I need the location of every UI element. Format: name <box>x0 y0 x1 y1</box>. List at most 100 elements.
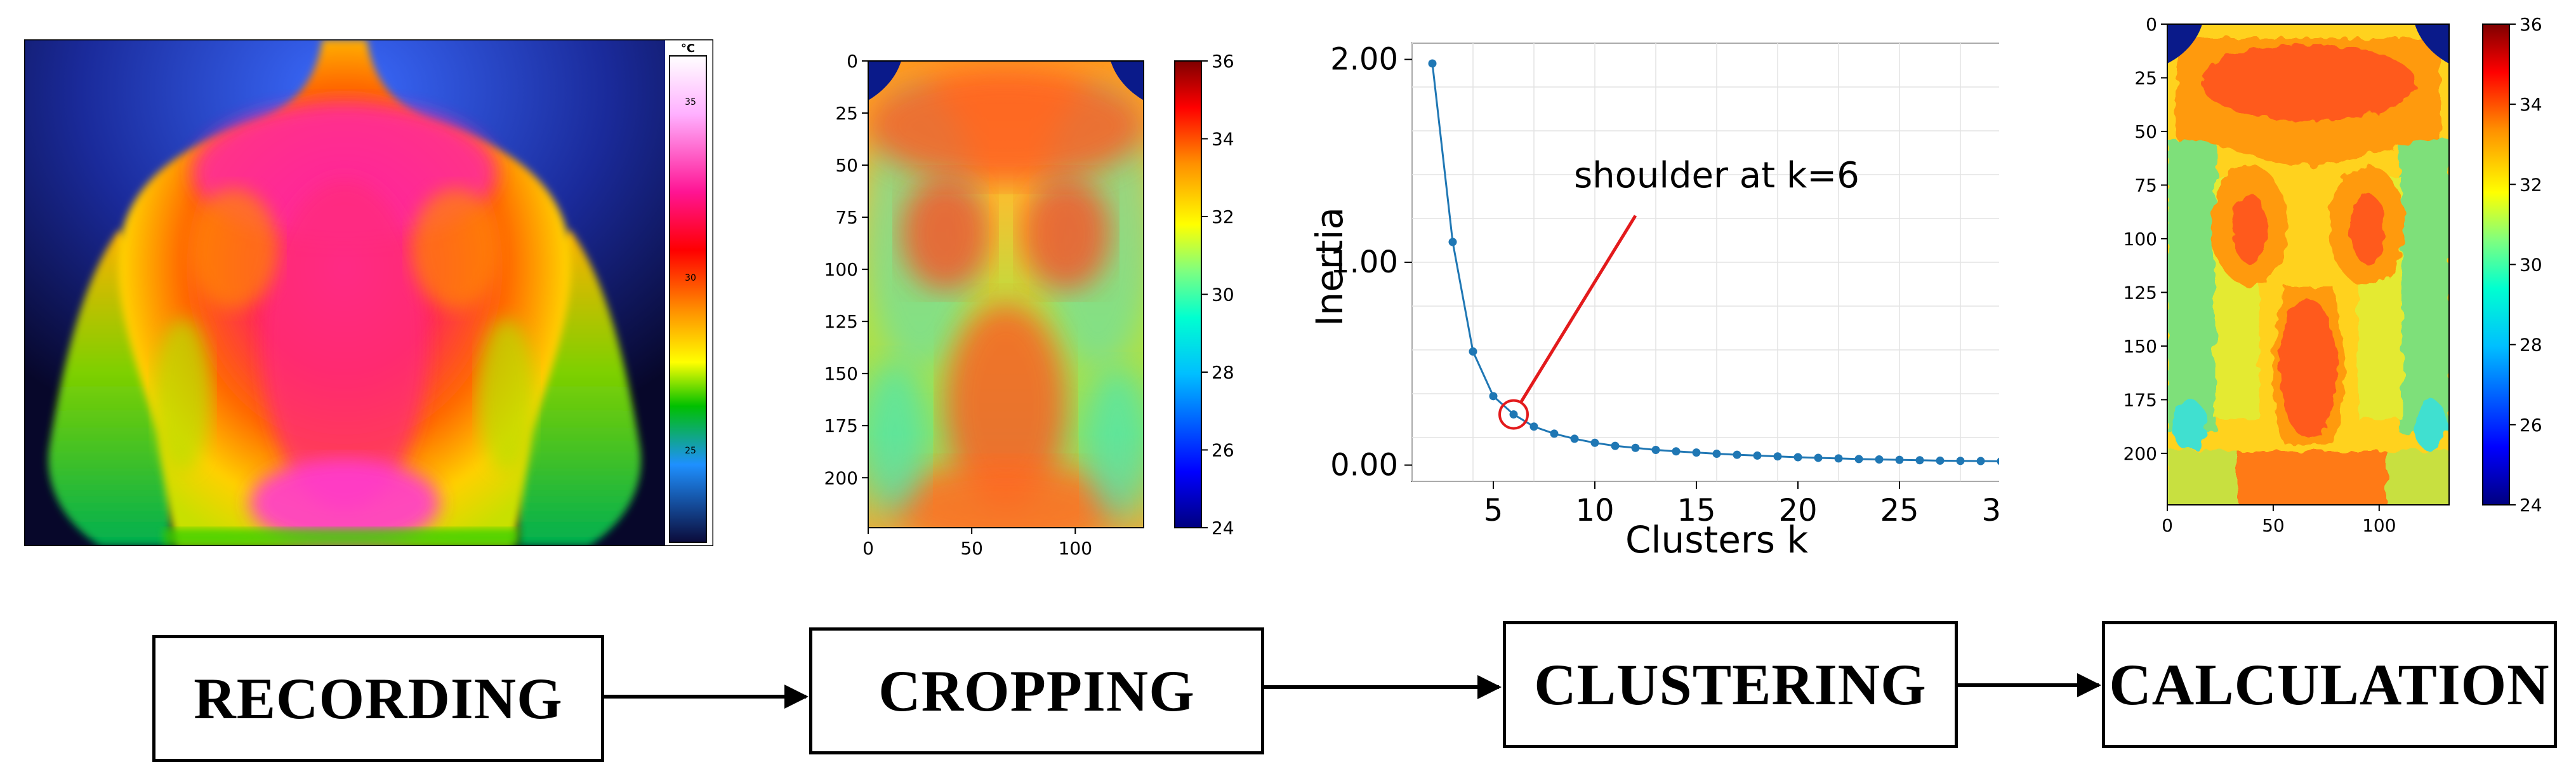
arrow-recording-to-cropping <box>604 685 809 709</box>
chart-data-point <box>1692 448 1701 457</box>
chart-xtick-label: 20 <box>1778 493 1817 528</box>
clustered-heatmap-ytick-label: 150 <box>2124 336 2157 357</box>
chart-data-point <box>1976 457 1985 465</box>
cropped-heatmap-colorbar-tick-label: 34 <box>1212 129 1234 150</box>
chart-xtick-label: 10 <box>1575 493 1614 528</box>
stage-recording-label: RECORDING <box>194 666 563 731</box>
chart-data-point <box>1895 455 1904 464</box>
clustered-heatmap-ytick-label: 75 <box>2134 175 2157 196</box>
thermal-photo-panel: °C 35 30 25 <box>24 39 713 546</box>
chart-data-point <box>1997 457 1999 465</box>
cropped-heatmap-ytick-label: 100 <box>824 259 858 280</box>
clustered-heatmap-colorbar-tick-label: 26 <box>2520 415 2542 436</box>
chart-xtick-label: 5 <box>1484 493 1503 528</box>
clustered-heatmap-colorbar-tick-label: 28 <box>2520 335 2542 356</box>
chart-data-point <box>1814 453 1823 462</box>
cropped-heatmap-colorbar-tick-label: 24 <box>1212 518 1234 539</box>
clustered-heatmap-ytick-label: 125 <box>2124 282 2157 303</box>
chart-data-point <box>1956 457 1965 465</box>
stage-clustering: CLUSTERING <box>1503 621 1958 748</box>
chart-data-point <box>1509 410 1518 419</box>
thermal-tick-30: 30 <box>685 273 696 283</box>
chart-xtick-label: 15 <box>1677 493 1715 528</box>
chart-data-point <box>1611 441 1620 450</box>
clustered-heatmap-colorbar-tick-label: 36 <box>2520 14 2542 35</box>
chart-data-point <box>1550 429 1559 438</box>
clustered-heatmap-ytick-label: 50 <box>2134 121 2157 142</box>
cropped-heatmap-ytick-label: 25 <box>835 103 858 124</box>
chart-data-point <box>1489 392 1498 401</box>
arrow-cropping-to-clustering <box>1264 675 1502 699</box>
chart-annotation-pointer <box>1519 215 1637 403</box>
chart-data-point <box>1773 452 1782 461</box>
stage-calculation-label: CALCULATION <box>2109 652 2550 717</box>
thermal-unit-label: °C <box>681 42 695 55</box>
chart-data-point <box>1631 443 1640 452</box>
cropped-heatmap-ytick-label: 150 <box>824 363 858 384</box>
cropped-heatmap-xtick-label: 100 <box>1059 538 1092 559</box>
chart-data-point <box>1733 450 1741 459</box>
clustered-heatmap-colorbar-tick-label: 30 <box>2520 255 2542 276</box>
stage-cropping-label: CROPPING <box>878 659 1195 723</box>
clustered-heatmap-ytick-label: 100 <box>2124 229 2157 250</box>
clustered-heatmap-ytick-label: 0 <box>2146 14 2157 35</box>
chart-y-label: Inertia <box>1308 207 1351 326</box>
clustered-heatmap-xtick-label: 50 <box>2262 515 2285 536</box>
cropped-heatmap-colorbar-tick-label: 36 <box>1212 51 1234 72</box>
chart-data-point <box>1469 347 1477 356</box>
chart-x-label: Clusters k <box>1625 518 1809 561</box>
clustered-heatmap-xtick-label: 0 <box>2162 515 2173 536</box>
thermal-tick-35: 35 <box>685 97 696 107</box>
cropped-heatmap-colorbar-tick-label: 32 <box>1212 206 1234 227</box>
clustered-heatmap-ytick-label: 175 <box>2124 389 2157 410</box>
cropped-heatmap-ytick-label: 125 <box>824 311 858 332</box>
chart-xtick-label: 25 <box>1880 493 1919 528</box>
chart-data-point <box>1712 450 1721 458</box>
chart-data-point <box>1448 238 1457 246</box>
clustered-heatmap-panel: 0 25 50 75 100 125 150 175 200 0 50 100 36 34 32 30 28… <box>2124 14 2542 536</box>
clustered-heatmap-colorbar-tick-label: 34 <box>2520 94 2542 115</box>
elbow-chart-panel: Inertia Clusters k 5 10 15 20 25 30 0.00 1.00 2.… <box>1308 42 1999 561</box>
cropped-heatmap-xtick-label: 0 <box>862 538 874 559</box>
chart-ytick-label: 1.00 <box>1330 244 1398 280</box>
chart-ytick-label: 0.00 <box>1330 447 1398 483</box>
chart-xtick-label: 30 <box>1981 493 1999 528</box>
chart-data-point <box>1875 455 1884 464</box>
stage-recording: RECORDING <box>152 635 604 762</box>
chart-data-point <box>1834 454 1843 463</box>
chart-data-point <box>1570 434 1579 443</box>
chart-data-point <box>1428 59 1437 68</box>
cropped-heatmap-ytick-label: 75 <box>835 207 858 228</box>
chart-data-point <box>1854 455 1863 464</box>
clustered-heatmap-ytick-label: 200 <box>2124 443 2157 464</box>
cropped-heatmap-ytick-label: 175 <box>824 415 858 436</box>
cropped-heatmap-ytick-label: 0 <box>847 51 858 72</box>
stage-clustering-label: CLUSTERING <box>1534 652 1927 717</box>
cropped-heatmap-ytick-label: 50 <box>835 155 858 176</box>
cropped-heatmap-xtick-label: 50 <box>960 538 983 559</box>
cropped-heatmap-panel: 0 25 50 75 100 125 150 175 200 0 50 100 36 34 32 30 28… <box>824 51 1234 559</box>
arrow-clustering-to-calculation <box>1958 673 2101 697</box>
chart-annotation-text: shoulder at k=6 <box>1574 155 1859 196</box>
chart-data-point <box>1529 422 1538 431</box>
clustered-heatmap-colorbar-tick-label: 32 <box>2520 174 2542 195</box>
chart-data-point <box>1753 451 1762 460</box>
thermal-tick-25: 25 <box>685 446 696 456</box>
chart-data-point <box>1915 456 1924 465</box>
cropped-heatmap-colorbar-tick-label: 30 <box>1212 284 1234 305</box>
clustered-heatmap-ytick-label: 25 <box>2134 67 2157 88</box>
clustered-heatmap-xtick-label: 100 <box>2362 515 2396 536</box>
chart-ytick-label: 2.00 <box>1330 42 1398 77</box>
cropped-heatmap-ytick-label: 200 <box>824 467 858 488</box>
chart-data-point <box>1590 438 1599 447</box>
stage-cropping: CROPPING <box>809 627 1264 754</box>
chart-annotation-circle <box>1498 399 1529 430</box>
chart-data-point <box>1651 445 1660 454</box>
chart-data-point <box>1936 456 1945 465</box>
stage-calculation: CALCULATION <box>2102 621 2557 748</box>
cropped-heatmap-colorbar-tick-label: 28 <box>1212 362 1234 383</box>
chart-data-point <box>1793 453 1802 462</box>
chart-data-point <box>1672 447 1681 456</box>
cropped-heatmap-colorbar-tick-label: 26 <box>1212 440 1234 461</box>
clustered-heatmap-colorbar-tick-label: 24 <box>2520 495 2542 516</box>
